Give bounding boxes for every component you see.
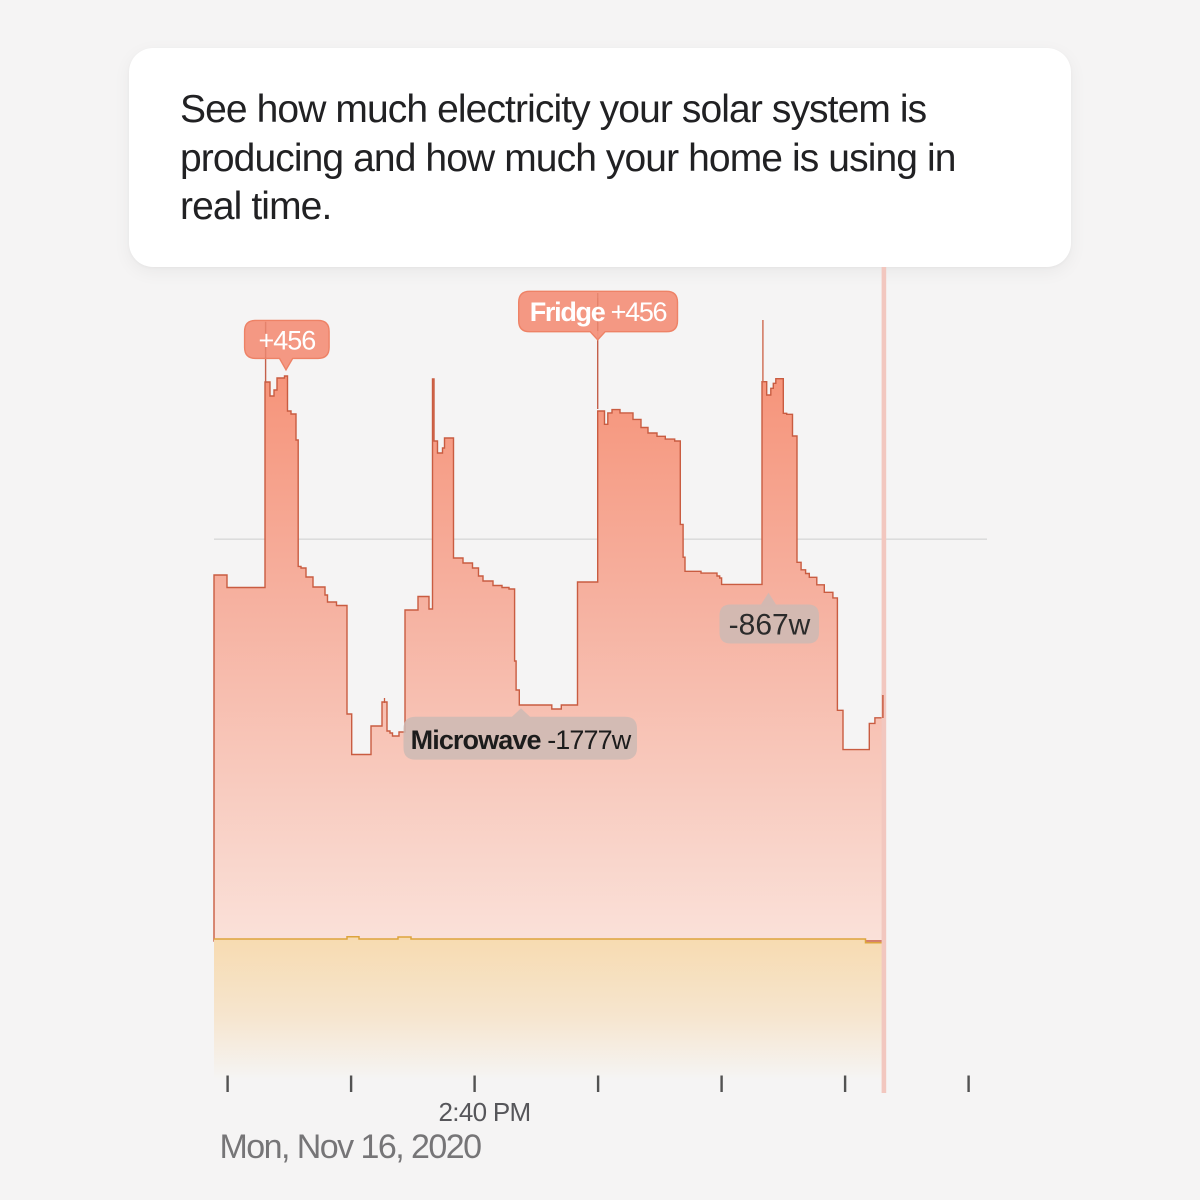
svg-text:Mon, Nov 16, 2020: Mon, Nov 16, 2020 bbox=[220, 1128, 482, 1166]
svg-text:2:40 PM: 2:40 PM bbox=[439, 1097, 531, 1127]
svg-text:-867w: -867w bbox=[729, 609, 811, 642]
svg-text:+456: +456 bbox=[258, 325, 315, 355]
svg-text:Fridge +456: Fridge +456 bbox=[530, 297, 667, 327]
svg-text:Microwave -1777w: Microwave -1777w bbox=[411, 725, 632, 755]
